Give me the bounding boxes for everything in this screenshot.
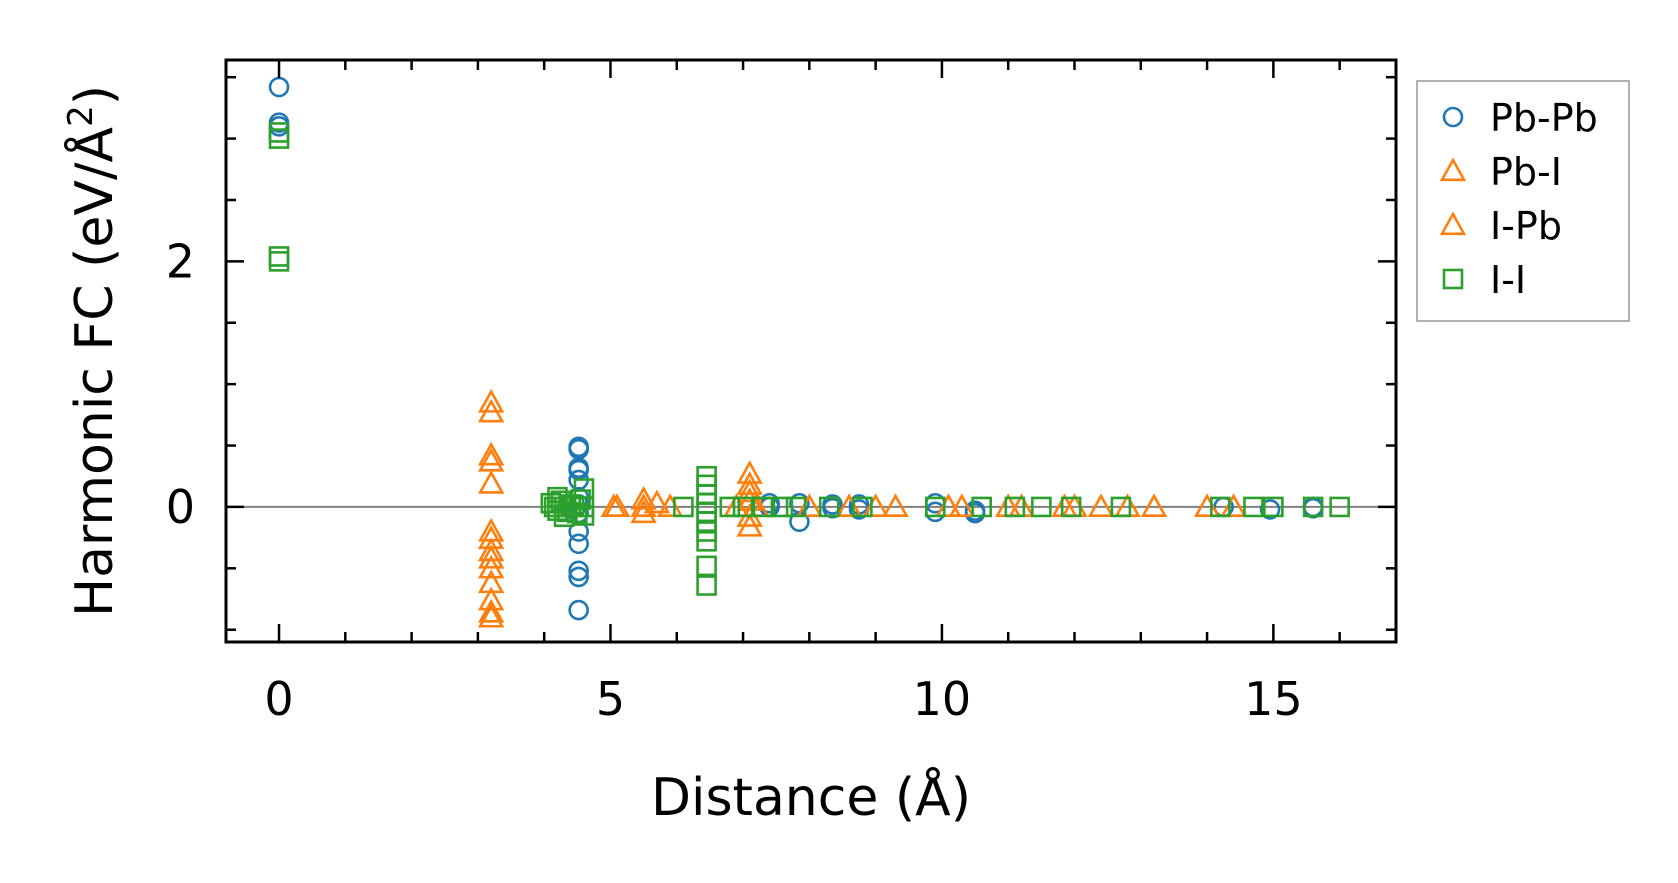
legend-label: I-I (1490, 258, 1526, 302)
data-point (736, 512, 763, 537)
axis-ticks (226, 60, 1396, 642)
data-point (736, 478, 763, 503)
data-point (772, 496, 794, 518)
y-tick-label: 2 (166, 234, 195, 288)
data-point (924, 496, 946, 518)
legend-item: I-Pb (1439, 204, 1562, 248)
x-tick-label: 10 (913, 672, 972, 726)
data-point (964, 502, 986, 524)
series-i-i (268, 122, 1350, 596)
data-point (477, 598, 505, 623)
data-point (1110, 496, 1132, 518)
data-point (547, 486, 568, 508)
legend-item: Pb-Pb (1442, 96, 1598, 140)
x-tick-label: 0 (264, 672, 293, 726)
x-axis-label: Distance (Å) (651, 766, 971, 828)
series-pb-pb (268, 76, 1324, 621)
data-point (477, 544, 505, 569)
y-tick-labels: 02 (166, 234, 195, 534)
data-point (477, 469, 505, 494)
x-tick-labels: 0 5 10 15 (264, 672, 1302, 726)
data-point (477, 441, 505, 466)
data-point (477, 398, 505, 423)
y-axis-label: Harmonic FC (eV/Å2) (61, 85, 125, 617)
data-point (1302, 496, 1324, 518)
plot-frame (224, 58, 1398, 644)
data-point (971, 496, 992, 518)
data-point (1060, 496, 1082, 518)
data-point (852, 496, 873, 518)
data-point (553, 506, 575, 528)
data-point (818, 496, 840, 518)
data-point (268, 246, 290, 267)
legend-item: Pb-I (1439, 150, 1562, 194)
legend-label: Pb-Pb (1490, 96, 1598, 140)
data-point (1210, 496, 1231, 518)
data-point (696, 575, 717, 596)
legend-label: I-Pb (1490, 204, 1562, 248)
data-point (696, 555, 717, 577)
data-point (568, 566, 589, 588)
y-axis-label-end: ) (65, 85, 125, 105)
data-point (1259, 499, 1281, 520)
data-point (719, 496, 741, 518)
data-point (1302, 497, 1324, 519)
data-point (1087, 493, 1115, 518)
legend: Pb-Pb Pb-I I-Pb I-I (1416, 80, 1630, 322)
y-axis-label-main: Harmonic FC (eV/Å (63, 126, 125, 617)
data-point (1243, 496, 1264, 518)
data-point (568, 533, 589, 555)
legend-item: I-I (1442, 258, 1526, 302)
data-point (643, 489, 671, 514)
legend-marker (1442, 268, 1464, 290)
data-point (568, 599, 589, 621)
y-tick-label: 0 (166, 480, 195, 534)
data-point (673, 496, 694, 518)
data-point (882, 493, 909, 518)
legend-marker (1439, 157, 1467, 182)
data-point (948, 493, 976, 518)
data-point (568, 560, 589, 582)
legend-box (1416, 80, 1630, 322)
data-point (630, 485, 657, 510)
data-point (736, 471, 763, 495)
data-point (268, 251, 290, 272)
data-point (573, 505, 595, 526)
data-point (570, 489, 591, 510)
data-point (1329, 496, 1350, 518)
legend-label: Pb-I (1490, 150, 1562, 194)
data-point (1004, 496, 1026, 518)
data-point (1031, 496, 1052, 518)
legend-marker (1442, 106, 1464, 128)
data-point (477, 554, 505, 579)
x-tick-label: 15 (1244, 672, 1303, 726)
y-axis-label-sup: 2 (61, 105, 101, 127)
data-point (567, 502, 588, 524)
data-point (1263, 496, 1284, 518)
data-point (268, 128, 290, 149)
data-point (268, 76, 290, 98)
data-point (600, 493, 627, 518)
data-points (268, 76, 1350, 628)
data-point (732, 496, 754, 518)
data-point (752, 496, 774, 518)
data-point (477, 603, 505, 628)
data-point (1140, 493, 1168, 518)
data-point (785, 496, 807, 518)
data-point (477, 388, 505, 413)
x-tick-label: 5 (596, 672, 625, 726)
data-point (696, 531, 717, 552)
legend-marker (1439, 211, 1467, 236)
